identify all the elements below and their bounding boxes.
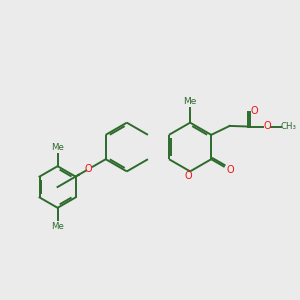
Text: O: O xyxy=(226,165,234,175)
Text: O: O xyxy=(264,121,271,131)
Text: Me: Me xyxy=(51,143,64,152)
Text: O: O xyxy=(250,106,258,116)
Text: O: O xyxy=(84,164,92,174)
Text: CH₃: CH₃ xyxy=(280,122,296,131)
Text: Me: Me xyxy=(183,97,197,106)
Text: O: O xyxy=(185,172,193,182)
Text: Me: Me xyxy=(51,222,64,231)
